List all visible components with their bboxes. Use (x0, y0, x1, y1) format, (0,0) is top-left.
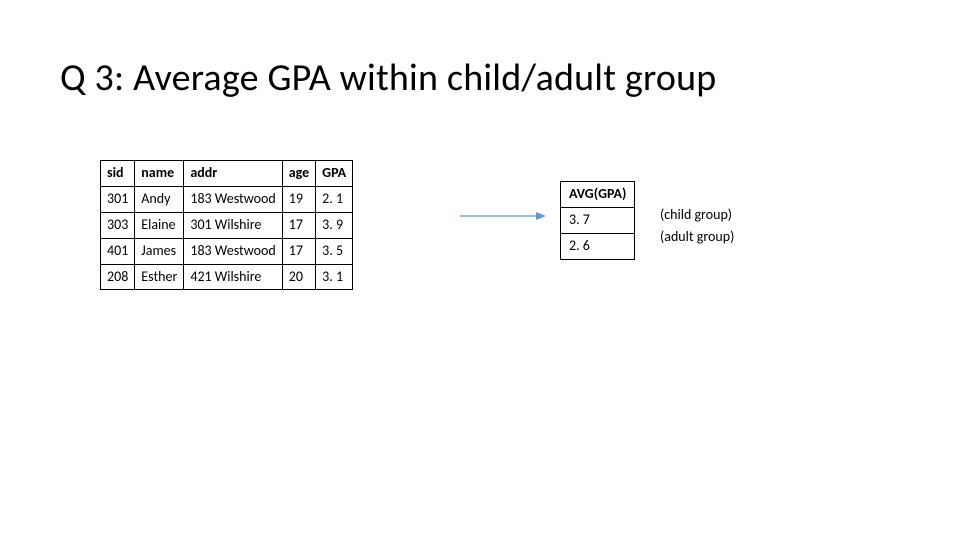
cell: 17 (282, 212, 315, 238)
col-name: name (135, 161, 184, 187)
cell: 2. 1 (316, 186, 353, 212)
cell: 183 Westwood (184, 238, 282, 264)
col-age: age (282, 161, 315, 187)
arrow-icon (460, 207, 546, 217)
cell: Elaine (135, 212, 184, 238)
adult-group-label: (adult group) (660, 226, 734, 248)
table-header-row: sid name addr age GPA (101, 161, 353, 187)
table-row: 301 Andy 183 Westwood 19 2. 1 (101, 186, 353, 212)
table-row: 2. 6 (561, 233, 635, 259)
cell: 2. 6 (561, 233, 635, 259)
col-sid: sid (101, 161, 135, 187)
students-table: sid name addr age GPA 301 Andy 183 Westw… (100, 160, 353, 290)
cell: 421 Wilshire (184, 264, 282, 290)
cell: 301 Wilshire (184, 212, 282, 238)
col-gpa: GPA (316, 161, 353, 187)
table-row: 303 Elaine 301 Wilshire 17 3. 9 (101, 212, 353, 238)
cell: 19 (282, 186, 315, 212)
slide: Q 3: Average GPA within child/adult grou… (0, 0, 960, 540)
cell: 20 (282, 264, 315, 290)
child-group-label: (child group) (660, 204, 734, 226)
cell: 401 (101, 238, 135, 264)
col-avg-gpa: AVG(GPA) (561, 182, 635, 208)
cell: Esther (135, 264, 184, 290)
cell: 183 Westwood (184, 186, 282, 212)
cell: Andy (135, 186, 184, 212)
cell: James (135, 238, 184, 264)
cell: 208 (101, 264, 135, 290)
group-labels: (child group) (adult group) (660, 204, 734, 247)
avg-gpa-table: AVG(GPA) 3. 7 2. 6 (560, 181, 635, 260)
table-header-row: AVG(GPA) (561, 182, 635, 208)
cell: 303 (101, 212, 135, 238)
table-row: 3. 7 (561, 207, 635, 233)
cell: 3. 5 (316, 238, 353, 264)
table-row: 208 Esther 421 Wilshire 20 3. 1 (101, 264, 353, 290)
table-row: 401 James 183 Westwood 17 3. 5 (101, 238, 353, 264)
cell: 17 (282, 238, 315, 264)
col-addr: addr (184, 161, 282, 187)
slide-title: Q 3: Average GPA within child/adult grou… (60, 55, 716, 101)
cell: 3. 9 (316, 212, 353, 238)
cell: 301 (101, 186, 135, 212)
cell: 3. 1 (316, 264, 353, 290)
cell: 3. 7 (561, 207, 635, 233)
